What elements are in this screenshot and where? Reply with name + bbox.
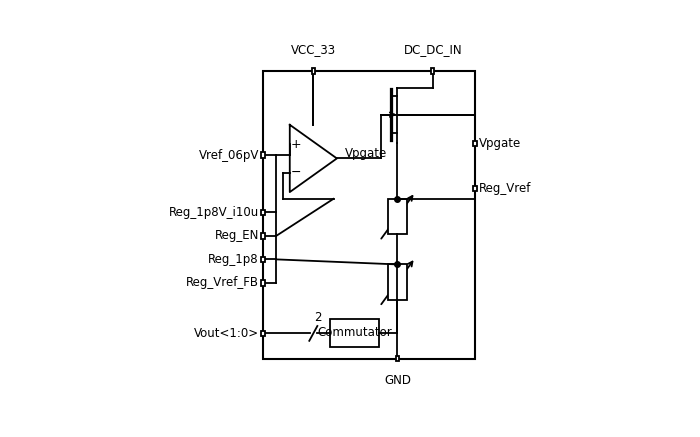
Bar [261,331,265,336]
Bar [261,233,265,239]
Bar [473,141,477,146]
Text: Reg_1p8: Reg_1p8 [208,253,259,266]
Text: Reg_Vref: Reg_Vref [479,182,531,195]
Text: −: − [290,166,301,179]
Text: +: + [290,138,301,151]
Text: Reg_EN: Reg_EN [214,229,259,243]
Text: DC_DC_IN: DC_DC_IN [403,43,462,56]
Bar [388,264,407,300]
Bar [330,319,379,347]
Text: Reg_1p8V_i10u: Reg_1p8V_i10u [169,206,259,219]
Text: 2: 2 [314,311,322,324]
Text: Vref_06pV: Vref_06pV [198,149,259,162]
Bar [261,153,265,158]
Text: GND: GND [384,374,411,387]
Text: Reg_Vref_FB: Reg_Vref_FB [186,277,259,289]
Text: Commutator: Commutator [317,326,392,340]
Text: Vpgate: Vpgate [479,137,521,150]
Text: VCC_33: VCC_33 [290,43,336,56]
Text: Vpgate: Vpgate [345,147,388,160]
Bar [312,68,315,74]
Bar [261,210,265,215]
Bar [388,199,407,234]
Bar [431,68,435,74]
Bar [261,280,265,286]
Bar [263,71,475,359]
Text: Vout<1:0>: Vout<1:0> [194,327,259,340]
Bar [261,257,265,262]
Bar [395,356,399,361]
Bar [473,186,477,191]
